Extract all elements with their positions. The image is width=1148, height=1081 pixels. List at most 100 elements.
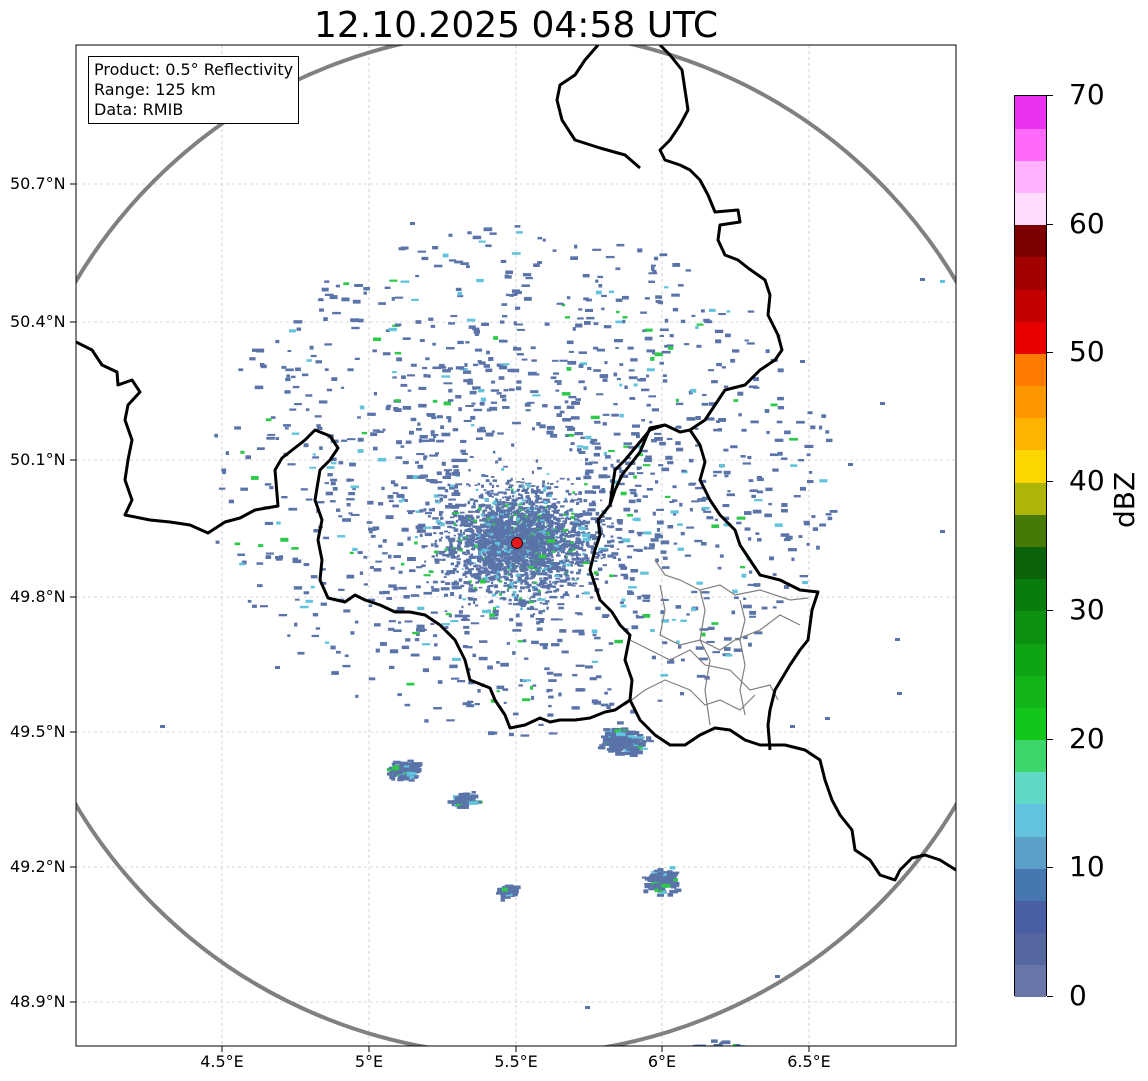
echo-cell	[482, 514, 487, 517]
echo-cell	[509, 495, 512, 499]
echo-cell	[416, 427, 422, 431]
echo-cell	[469, 520, 474, 525]
echo-cell	[518, 493, 521, 496]
echo-cell	[563, 544, 572, 547]
echo-cell	[350, 513, 360, 516]
echo-cell	[703, 597, 710, 600]
echo-cell	[699, 1074, 704, 1077]
echo-cell	[428, 438, 435, 442]
echo-cell	[440, 536, 443, 539]
echo-cell	[733, 1051, 739, 1054]
lat-label-49-5: 49.5°N	[10, 722, 66, 741]
echo-cell	[593, 346, 599, 350]
echo-cell	[287, 350, 292, 352]
echo-cell	[517, 579, 520, 582]
echo-cell	[511, 488, 514, 492]
echo-cell	[459, 524, 463, 527]
echo-cell	[423, 456, 427, 461]
echo-cell	[485, 432, 494, 437]
echo-cell	[660, 673, 669, 677]
echo-cell	[445, 504, 454, 509]
echo-cell	[532, 613, 536, 615]
echo-cell	[593, 452, 600, 457]
echo-cell	[526, 508, 530, 512]
echo-cell	[608, 450, 615, 453]
echo-cell	[542, 558, 546, 561]
echo-cell	[556, 302, 564, 305]
echo-cell	[485, 491, 489, 494]
echo-cell	[487, 490, 491, 493]
echo-cell	[450, 620, 459, 623]
echo-cell	[560, 517, 564, 520]
echo-cell	[506, 560, 511, 563]
echo-cell	[563, 572, 569, 575]
echo-cell	[454, 565, 459, 568]
echo-cell	[412, 475, 418, 480]
echo-cell	[531, 359, 537, 362]
echo-cell	[433, 550, 439, 554]
echo-cell	[346, 498, 355, 501]
echo-cell	[525, 500, 529, 504]
echo-cell	[556, 517, 561, 520]
echo-cell	[397, 542, 404, 546]
echo-cell	[485, 368, 493, 373]
echo-cell	[733, 596, 739, 600]
echo-cell	[554, 486, 559, 489]
echo-cell	[470, 523, 473, 527]
echo-cell	[553, 673, 562, 677]
echo-cell	[499, 499, 502, 501]
echo-cell	[486, 550, 490, 553]
echo-cell	[524, 555, 527, 559]
echo-cell	[520, 568, 524, 571]
echo-cell	[468, 325, 476, 329]
echo-cell	[499, 514, 504, 518]
echo-cell	[245, 455, 251, 460]
echo-cell	[577, 562, 580, 566]
echo-cell	[560, 569, 564, 572]
echo-cell	[641, 739, 648, 743]
echo-cell	[706, 1073, 712, 1075]
echo-cell	[478, 539, 483, 542]
echo-cell	[471, 531, 474, 535]
echo-cell	[690, 1061, 698, 1064]
echo-cell	[520, 563, 525, 568]
echo-cell	[714, 1067, 720, 1071]
echo-cell	[563, 573, 568, 576]
echo-cell	[496, 392, 502, 395]
echo-cell	[462, 551, 467, 554]
echo-cell	[500, 394, 505, 398]
echo-cell	[324, 293, 334, 296]
echo-cell	[555, 510, 560, 514]
echo-cell	[501, 567, 506, 571]
radar-site-marker[interactable]	[511, 537, 523, 549]
echo-cell	[428, 508, 435, 512]
echo-cell	[234, 542, 241, 546]
echo-cell	[570, 564, 573, 567]
echo-cell	[330, 478, 338, 482]
echo-cell	[508, 561, 511, 564]
echo-cell	[575, 398, 581, 401]
echo-cell	[718, 1065, 727, 1067]
echo-cell	[463, 503, 467, 507]
echo-cell	[620, 604, 627, 608]
echo-cell	[535, 529, 541, 532]
border-line	[608, 423, 666, 506]
echo-cell	[410, 653, 420, 657]
echo-cell	[705, 1063, 715, 1067]
echo-cell	[287, 634, 291, 637]
echo-cell	[590, 550, 594, 554]
echo-cell	[732, 589, 738, 594]
echo-cell	[729, 1060, 735, 1063]
echo-cell	[568, 350, 574, 353]
echo-cell	[546, 560, 552, 564]
echo-cell	[705, 1057, 713, 1059]
echo-cell	[749, 489, 758, 492]
echo-cell	[512, 581, 518, 584]
echo-cell	[556, 382, 562, 385]
echo-cell	[409, 768, 416, 771]
echo-cell	[585, 308, 593, 312]
echo-cell	[548, 570, 553, 574]
echo-cell	[739, 1052, 746, 1055]
echo-cell	[486, 528, 491, 532]
